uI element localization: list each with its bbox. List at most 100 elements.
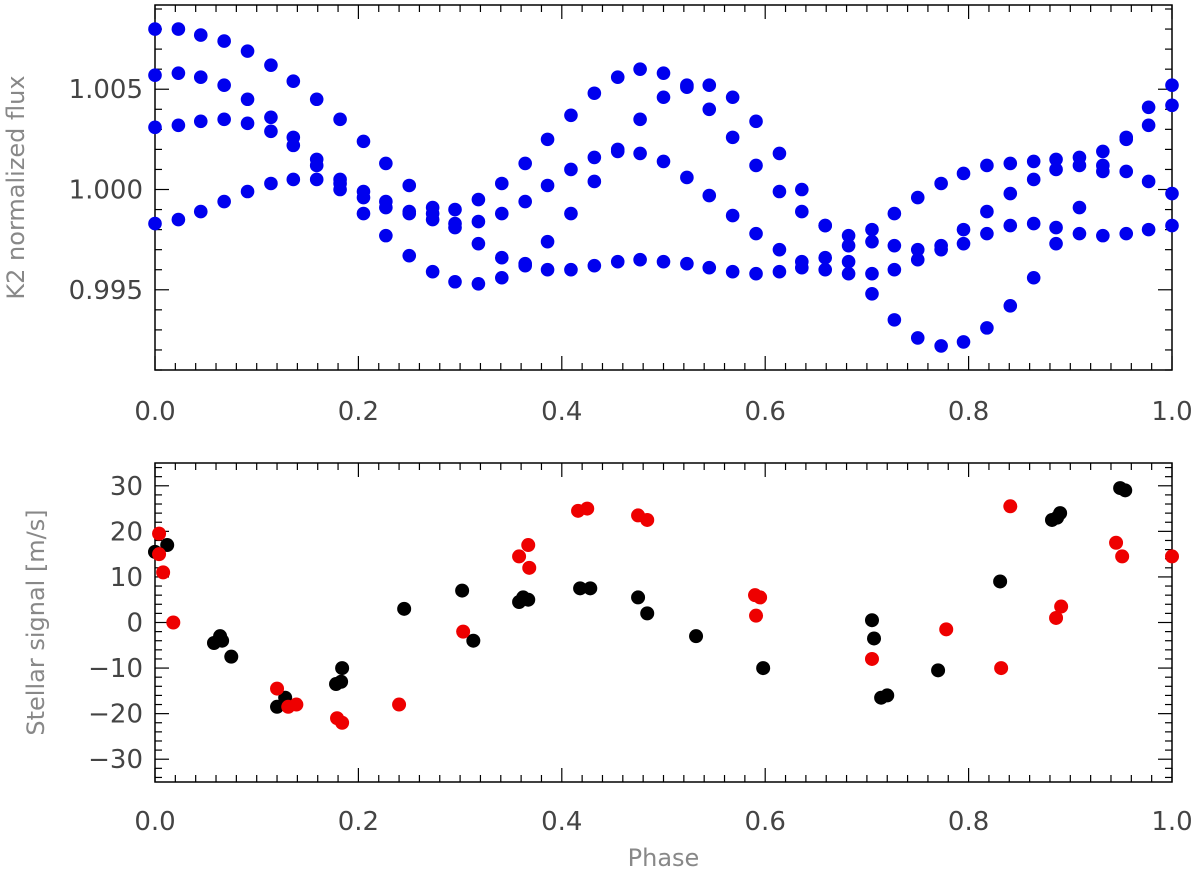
- data-point: [240, 184, 255, 199]
- data-point: [1049, 220, 1063, 235]
- data-point: [240, 92, 255, 107]
- data-point: [956, 236, 971, 251]
- data-point: [772, 264, 787, 279]
- data-point: [956, 222, 971, 237]
- data-point: [564, 262, 578, 277]
- data-point: [910, 331, 925, 345]
- series-1: [152, 499, 1179, 730]
- data-point: [309, 158, 324, 173]
- data-point: [171, 118, 186, 133]
- data-point: [994, 661, 1009, 676]
- x-tick-label: 0.8: [948, 397, 989, 427]
- data-point: [1096, 144, 1110, 159]
- data-point: [1165, 549, 1179, 564]
- data-point: [680, 170, 694, 185]
- data-point: [540, 132, 555, 147]
- data-point: [518, 256, 532, 271]
- data-point: [910, 190, 925, 205]
- data-point: [356, 134, 371, 149]
- data-point: [217, 78, 231, 93]
- data-point: [587, 86, 602, 101]
- data-point: [402, 178, 417, 193]
- data-point: [702, 102, 717, 117]
- data-point: [1141, 174, 1156, 189]
- data-point: [156, 565, 171, 580]
- data-point: [633, 112, 647, 127]
- data-point: [286, 172, 301, 187]
- x-tick-label: 0.6: [745, 807, 786, 837]
- y-axis-label: K2 normalized flux: [2, 75, 30, 299]
- data-point: [270, 699, 285, 714]
- data-point: [309, 172, 324, 187]
- data-point: [865, 222, 879, 237]
- y-tick-label: 1.005: [69, 75, 143, 105]
- y-tick-label: 30: [110, 472, 143, 502]
- data-point: [518, 194, 532, 209]
- data-point: [224, 649, 239, 664]
- x-tick-label: 0.2: [338, 807, 379, 837]
- data-point: [1003, 186, 1018, 201]
- data-point: [841, 266, 856, 281]
- data-point: [587, 150, 602, 165]
- data-point: [749, 114, 763, 129]
- data-point: [217, 34, 231, 48]
- data-point: [494, 176, 509, 191]
- data-point: [749, 608, 764, 623]
- data-point: [939, 622, 954, 637]
- data-point: [1054, 599, 1069, 614]
- data-point: [286, 138, 301, 153]
- data-point: [379, 194, 393, 209]
- data-point: [702, 78, 717, 93]
- data-point: [583, 581, 598, 596]
- data-point: [335, 661, 350, 676]
- data-point: [689, 629, 704, 644]
- data-point: [215, 633, 230, 648]
- data-point: [910, 242, 925, 257]
- data-point: [1049, 610, 1064, 625]
- x-tick-label: 1.0: [1151, 397, 1192, 427]
- data-point: [610, 254, 625, 269]
- data-point: [171, 212, 186, 227]
- data-point: [356, 184, 371, 199]
- data-point: [334, 674, 349, 689]
- y-axis-label: Stellar signal [m/s]: [22, 509, 50, 735]
- data-point: [333, 176, 347, 191]
- data-point: [1026, 216, 1041, 231]
- data-point: [587, 258, 602, 273]
- data-point: [397, 601, 412, 616]
- data-point: [880, 688, 895, 703]
- data-point: [286, 74, 301, 89]
- data-point: [656, 254, 671, 269]
- data-point: [640, 512, 655, 527]
- data-point: [309, 92, 324, 107]
- data-point: [1165, 186, 1179, 201]
- data-point: [1026, 154, 1041, 169]
- data-point: [148, 68, 162, 82]
- data-point: [756, 661, 771, 676]
- data-point: [333, 112, 347, 127]
- data-point: [864, 613, 879, 628]
- data-point: [725, 208, 740, 223]
- data-point: [1165, 78, 1179, 93]
- data-point: [725, 264, 740, 279]
- data-point: [956, 335, 971, 349]
- data-point: [1049, 162, 1063, 177]
- data-point: [466, 633, 481, 648]
- data-point: [471, 276, 486, 291]
- data-point: [1049, 236, 1063, 251]
- data-point: [1165, 98, 1179, 113]
- data-point: [448, 202, 462, 217]
- data-point: [1165, 218, 1179, 233]
- data-point: [865, 234, 879, 249]
- data-point: [1119, 130, 1134, 145]
- data-point: [980, 226, 994, 241]
- data-point: [512, 549, 527, 564]
- data-point: [931, 663, 946, 678]
- data-point: [702, 260, 717, 275]
- y-tick-label: −10: [88, 654, 143, 684]
- data-point: [356, 206, 371, 221]
- data-point: [631, 590, 646, 605]
- data-point: [656, 66, 671, 80]
- data-point: [494, 250, 509, 265]
